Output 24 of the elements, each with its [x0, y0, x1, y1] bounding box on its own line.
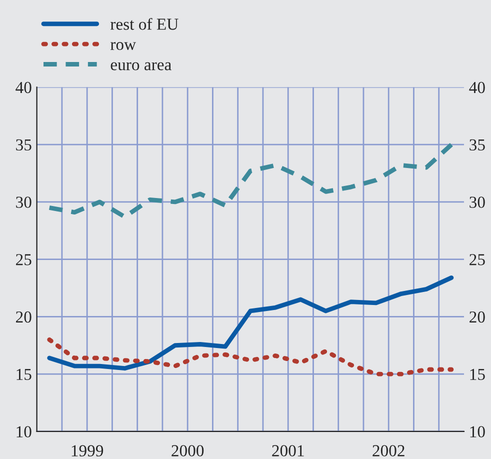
line-series [47, 142, 454, 220]
y2-tick-label: 25 [470, 254, 485, 266]
y2-tick-label: 30 [470, 196, 485, 208]
legend-label: row [110, 42, 136, 50]
x-tick-label: 2000 [172, 445, 204, 456]
y-tick-label: 25 [16, 254, 32, 266]
y-tick-label: 40 [16, 82, 32, 94]
y-tick-label: 30 [16, 196, 32, 208]
y2-tick-label: 10 [470, 426, 485, 438]
x-tick-label: 2002 [372, 445, 404, 456]
legend-label: rest of EU [110, 18, 178, 30]
y2-tick-label: 35 [470, 139, 485, 151]
legend-label: euro area [110, 62, 172, 70]
y-tick-label: 20 [16, 311, 32, 323]
y2-tick-label: 40 [469, 82, 485, 94]
y-tick-label: 15 [16, 368, 32, 380]
y-tick-label: 35 [16, 139, 32, 151]
line-series [47, 337, 454, 376]
x-tick-label: 1999 [72, 445, 104, 456]
line-series [47, 275, 454, 371]
y2-tick-label: 15 [470, 368, 485, 380]
x-tick-label: 2001 [272, 445, 304, 456]
y2-tick-label: 20 [470, 311, 485, 323]
y-tick-label: 10 [16, 426, 32, 438]
